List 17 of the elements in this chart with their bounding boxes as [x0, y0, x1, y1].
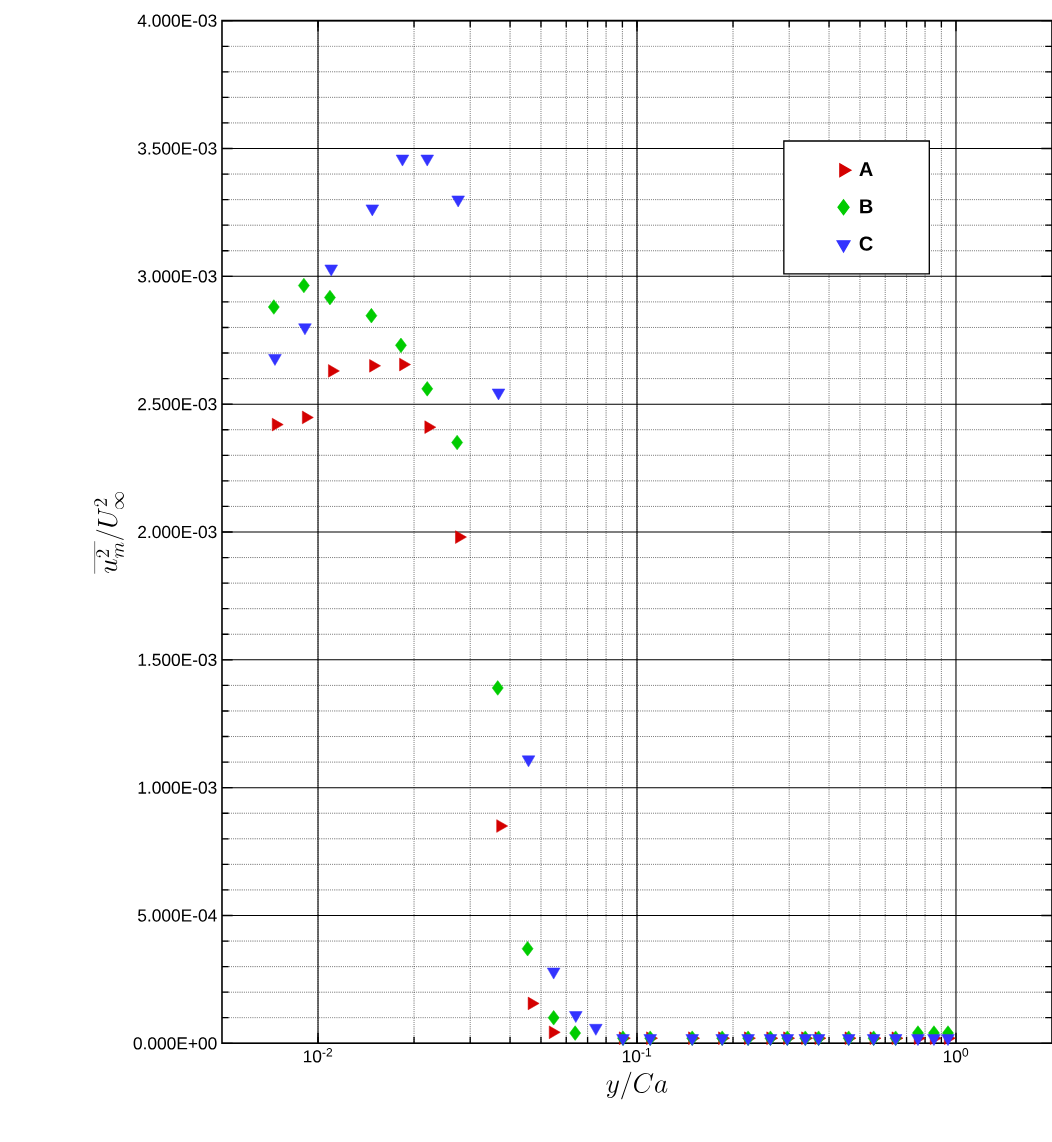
- x-tick-label: 10$^{-1}$: [622, 1048, 652, 1063]
- y-tick-label: 3.000E-03: [137, 270, 217, 283]
- y-tick-label: 2.000E-03: [138, 525, 217, 539]
- x-tick-label: 10$^{0}$: [943, 1048, 969, 1063]
- x-tick-label: 10$^{-2}$: [303, 1048, 333, 1063]
- x-axis-title: $y/Ca$: [606, 1071, 668, 1100]
- y-tick-label: 4.000E-03: [137, 14, 217, 27]
- y-axis-title: $\overline{u_m^2}/U_\infty^2$: [94, 492, 124, 574]
- y-tick-label: 1.500E-03: [138, 653, 217, 666]
- y-tick-label: 3.500E-03: [137, 142, 217, 155]
- y-tick-label: 1.000E-03: [138, 781, 217, 794]
- y-tick-label: 5.000E-04: [137, 909, 217, 922]
- legend-label: B: [860, 199, 873, 214]
- legend-label: C: [859, 236, 873, 251]
- y-tick-label: 2.500E-03: [138, 398, 217, 411]
- legend-label: A: [859, 162, 873, 177]
- y-tick-label: 0.000E+00: [133, 1037, 217, 1050]
